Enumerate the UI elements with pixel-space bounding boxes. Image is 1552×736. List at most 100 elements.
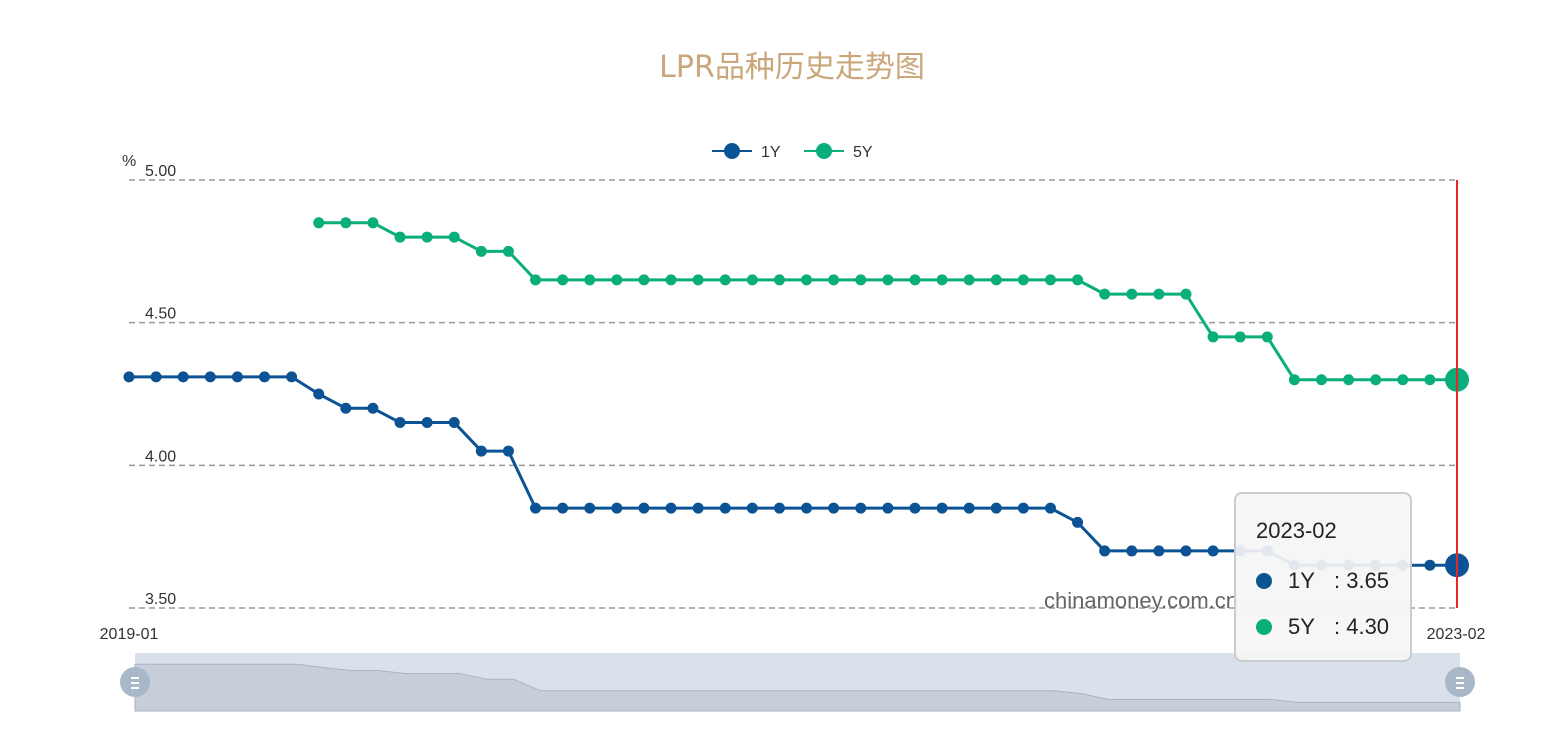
series-line-5y (318, 221, 1457, 382)
data-point[interactable] (231, 371, 243, 383)
data-point[interactable] (611, 502, 623, 514)
tooltip-row-5y: 5Y : 4.30 (1256, 604, 1410, 650)
data-point[interactable] (773, 274, 785, 286)
data-point[interactable] (746, 274, 758, 286)
data-point[interactable] (1207, 545, 1219, 557)
data-point[interactable] (367, 402, 379, 414)
data-point[interactable] (936, 502, 948, 514)
data-point[interactable] (1126, 545, 1138, 557)
data-point[interactable] (1044, 274, 1056, 286)
chart-title: LPR品种历史走势图 (659, 50, 925, 85)
data-point[interactable] (936, 274, 948, 286)
datazoom-slider[interactable] (120, 653, 1475, 712)
data-point[interactable] (801, 502, 813, 514)
data-point[interactable] (1099, 288, 1111, 300)
data-point[interactable] (1288, 374, 1300, 386)
y-axis-unit: % (122, 153, 136, 170)
data-point[interactable] (557, 274, 569, 286)
datazoom-handle-left[interactable] (120, 667, 150, 697)
legend[interactable]: 1Y 5Y (712, 143, 873, 161)
data-point[interactable] (123, 371, 135, 383)
data-point[interactable] (1044, 502, 1056, 514)
x-tick-label-end: 2023-02 (1427, 626, 1486, 643)
data-point[interactable] (963, 274, 975, 286)
data-point[interactable] (584, 502, 596, 514)
data-point[interactable] (1017, 502, 1029, 514)
data-point[interactable] (638, 274, 650, 286)
data-point[interactable] (584, 274, 596, 286)
data-point[interactable] (394, 231, 406, 243)
data-point[interactable] (746, 502, 758, 514)
data-point[interactable] (1424, 374, 1436, 386)
data-point[interactable] (448, 417, 460, 429)
data-point[interactable] (990, 502, 1002, 514)
tooltip-name-5y: 5Y (1288, 614, 1315, 639)
data-point[interactable] (882, 274, 894, 286)
data-point[interactable] (1234, 331, 1246, 343)
tooltip-dot-1y (1256, 573, 1272, 589)
data-point[interactable] (1099, 545, 1111, 557)
data-point[interactable] (204, 371, 216, 383)
data-point[interactable] (530, 274, 542, 286)
data-point[interactable] (259, 371, 271, 383)
data-point[interactable] (692, 274, 704, 286)
data-point[interactable] (855, 502, 867, 514)
data-point[interactable] (530, 502, 542, 514)
legend-item-1y[interactable]: 1Y (712, 143, 781, 161)
data-point[interactable] (882, 502, 894, 514)
data-point[interactable] (1207, 331, 1219, 343)
data-point[interactable] (177, 371, 189, 383)
data-point[interactable] (340, 402, 352, 414)
data-point[interactable] (1343, 374, 1355, 386)
data-point[interactable] (638, 502, 650, 514)
data-point[interactable] (1153, 545, 1165, 557)
data-point[interactable] (1072, 274, 1084, 286)
data-point[interactable] (1017, 274, 1029, 286)
data-point[interactable] (502, 445, 514, 457)
data-point[interactable] (448, 231, 460, 243)
tooltip-value-5y: : 4.30 (1334, 614, 1390, 639)
data-point[interactable] (340, 217, 352, 229)
data-point[interactable] (801, 274, 813, 286)
data-point[interactable] (1397, 374, 1409, 386)
data-point[interactable] (1315, 374, 1327, 386)
data-point[interactable] (286, 371, 298, 383)
data-point[interactable] (990, 274, 1002, 286)
data-point[interactable] (855, 274, 867, 286)
data-point[interactable] (475, 445, 487, 457)
data-point[interactable] (909, 502, 921, 514)
data-point[interactable] (475, 245, 487, 257)
data-point[interactable] (421, 417, 433, 429)
data-point[interactable] (1072, 516, 1084, 528)
data-point[interactable] (394, 417, 406, 429)
data-point[interactable] (1370, 374, 1382, 386)
data-point[interactable] (1424, 559, 1436, 571)
data-point[interactable] (692, 502, 704, 514)
data-point[interactable] (313, 388, 325, 400)
data-point[interactable] (909, 274, 921, 286)
datazoom-handle-right[interactable] (1445, 667, 1475, 697)
data-point[interactable] (367, 217, 379, 229)
data-point[interactable] (1180, 545, 1192, 557)
data-point[interactable] (421, 231, 433, 243)
data-point[interactable] (773, 502, 785, 514)
data-point[interactable] (828, 502, 840, 514)
tooltip-dot-5y (1256, 619, 1272, 635)
data-point[interactable] (502, 245, 514, 257)
data-point[interactable] (1126, 288, 1138, 300)
data-point[interactable] (150, 371, 162, 383)
data-point[interactable] (665, 274, 677, 286)
data-point[interactable] (1261, 331, 1273, 343)
data-point[interactable] (719, 274, 731, 286)
data-point[interactable] (665, 502, 677, 514)
data-point[interactable] (1153, 288, 1165, 300)
data-point[interactable] (963, 502, 975, 514)
data-point[interactable] (313, 217, 325, 229)
data-point[interactable] (1180, 288, 1192, 300)
data-point[interactable] (557, 502, 569, 514)
data-point[interactable] (719, 502, 731, 514)
legend-item-5y[interactable]: 5Y (804, 143, 873, 161)
data-point[interactable] (611, 274, 623, 286)
data-point[interactable] (828, 274, 840, 286)
y-tick-label: 4.00 (145, 448, 176, 465)
